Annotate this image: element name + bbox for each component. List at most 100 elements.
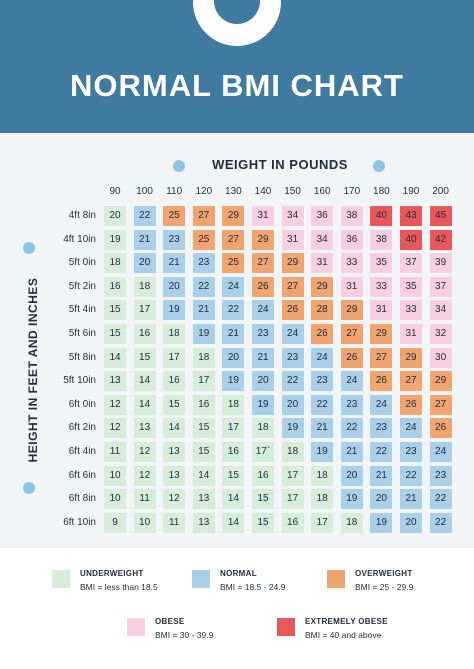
- bmi-cell: 16: [163, 371, 186, 392]
- bmi-cell: 23: [340, 394, 363, 415]
- bmi-cell: 22: [429, 512, 452, 533]
- bmi-cell: 29: [281, 253, 304, 274]
- bmi-cell: 22: [400, 465, 422, 486]
- height-tick-label: 6ft 4in: [68, 446, 96, 457]
- bmi-cell: 26: [400, 394, 422, 415]
- bmi-cell: 12: [163, 489, 186, 510]
- bmi-cell: 40: [370, 206, 393, 226]
- bmi-cell: 19: [192, 324, 215, 344]
- height-tick-label: 4ft 8in: [68, 210, 96, 221]
- bmi-cell: 20: [133, 253, 156, 274]
- legend-swatch-underweight: [52, 570, 70, 588]
- bmi-cell: 22: [192, 276, 215, 297]
- height-tick-label: 4ft 10in: [63, 233, 96, 245]
- bmi-cell: 14: [133, 394, 156, 415]
- bmi-cell: 14: [192, 465, 215, 486]
- legend-name: OVERWEIGHT: [355, 569, 413, 578]
- bmi-cell: 16: [281, 512, 304, 533]
- bmi-cell: 16: [252, 465, 274, 486]
- legend-name: UNDERWEIGHT: [80, 569, 144, 578]
- bmi-cell: 36: [340, 229, 363, 250]
- bmi-cell: 16: [222, 442, 245, 462]
- bmi-cell: 13: [192, 489, 215, 510]
- bmi-cell: 14: [222, 489, 245, 510]
- dot-icon-left-bottom: [23, 482, 35, 494]
- bmi-cell: 21: [340, 442, 363, 462]
- bmi-cell: 11: [104, 442, 126, 462]
- bmi-cell: 16: [192, 394, 215, 415]
- bmi-cell: 14: [104, 347, 126, 368]
- height-tick-label: 5ft 8in: [68, 351, 96, 363]
- bmi-cell: 21: [370, 465, 393, 486]
- bmi-cell: 18: [281, 442, 304, 462]
- bmi-cell: 19: [370, 512, 393, 533]
- bmi-cell: 24: [281, 324, 304, 344]
- bmi-cell: 19: [311, 442, 334, 462]
- bmi-cell: 18: [311, 489, 334, 510]
- bmi-cell: 26: [311, 324, 334, 344]
- height-tick-label: 6ft 8in: [68, 493, 96, 505]
- bmi-cell: 25: [163, 206, 186, 226]
- bmi-cell: 23: [429, 465, 452, 486]
- bmi-cell: 20: [252, 371, 274, 392]
- bmi-cell: 14: [133, 371, 156, 392]
- bmi-cell: 20: [163, 276, 186, 297]
- bmi-cell: 29: [340, 300, 363, 321]
- weight-tick-label: 100: [136, 186, 153, 197]
- bmi-cell: 10: [133, 512, 156, 533]
- weight-tick-label: 200: [432, 186, 449, 197]
- bmi-cell: 27: [192, 206, 215, 226]
- weight-tick-label: 120: [195, 186, 213, 197]
- bmi-cell: 31: [370, 300, 393, 321]
- bmi-cell: 32: [429, 324, 452, 344]
- bmi-cell: 13: [104, 371, 126, 392]
- legend-swatch-obese: [127, 618, 145, 636]
- legend-name: EXTREMELY OBESE: [305, 617, 388, 626]
- bmi-cell: 14: [163, 418, 186, 439]
- bmi-cell: 34: [311, 229, 334, 250]
- bmi-cell: 15: [163, 394, 186, 415]
- bmi-cell: 22: [222, 300, 245, 321]
- bmi-cell: 34: [281, 206, 304, 226]
- bmi-cell: 12: [133, 442, 156, 462]
- weight-tick-label: 110: [166, 186, 183, 197]
- y-axis-title: HEIGHT IN FEET AND INCHES: [26, 277, 40, 463]
- weight-tick-label: 140: [254, 186, 272, 197]
- bmi-cell: 17: [163, 347, 186, 368]
- bmi-cell: 27: [429, 394, 452, 415]
- bmi-cell: 15: [104, 324, 126, 344]
- bmi-cell: 29: [429, 371, 452, 392]
- bmi-cell: 11: [163, 512, 186, 533]
- bmi-cell: 21: [222, 324, 245, 344]
- bmi-cell: 37: [429, 276, 452, 297]
- bmi-cell: 10: [104, 489, 126, 510]
- bmi-cell: 27: [400, 371, 422, 392]
- bmi-cell: 18: [311, 465, 334, 486]
- weight-tick-label: 90: [109, 186, 121, 197]
- bmi-cell: 38: [370, 229, 393, 250]
- bmi-cell: 22: [340, 418, 363, 439]
- weight-tick-label: 190: [402, 186, 420, 197]
- x-axis-title: WEIGHT IN POUNDS: [212, 157, 348, 172]
- bmi-cell: 28: [311, 300, 334, 321]
- bmi-cell: 19: [222, 371, 245, 392]
- bmi-cell: 18: [192, 347, 215, 368]
- bmi-cell: 15: [192, 442, 215, 462]
- bmi-cell: 31: [311, 253, 334, 274]
- bmi-cell: 18: [340, 512, 363, 533]
- weight-tick-label: 150: [284, 186, 301, 197]
- bmi-cell: 26: [252, 276, 274, 297]
- bmi-cell: 33: [370, 276, 393, 297]
- bmi-cell: 13: [163, 442, 186, 462]
- bmi-cell: 29: [252, 229, 274, 250]
- bmi-cell: 27: [252, 253, 274, 274]
- bmi-cell: 31: [400, 324, 422, 344]
- bmi-cell: 19: [104, 229, 126, 250]
- weight-tick-label: 170: [343, 186, 361, 197]
- bmi-cell: 31: [340, 276, 363, 297]
- height-tick-label: 5ft 10in: [63, 375, 96, 387]
- height-tick-label: 5ft 6in: [68, 328, 96, 339]
- height-tick-label: 5ft 4in: [68, 304, 96, 316]
- bmi-cell: 27: [281, 276, 304, 297]
- bmi-cell: 15: [104, 300, 126, 321]
